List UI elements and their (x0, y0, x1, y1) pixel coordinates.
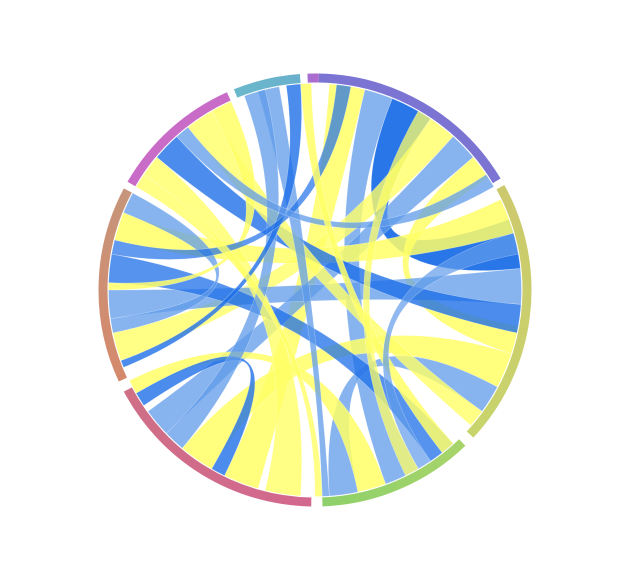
chord-ribbon (128, 351, 387, 493)
outer-arc-segment (318, 73, 501, 184)
chord-ribbons (108, 83, 522, 497)
outer-arc-segment (322, 439, 466, 507)
chord-ribbon (135, 174, 323, 497)
outer-arc-segment (127, 92, 231, 187)
chord-ribbon (382, 232, 519, 470)
outer-arc-segment (123, 387, 312, 507)
chord-ribbon (112, 118, 454, 362)
outer-arcs (98, 73, 532, 507)
outer-arc-segment (233, 74, 301, 98)
chord-ribbon (300, 83, 454, 454)
outer-arc-segment (466, 185, 532, 438)
outer-arc-segment (98, 188, 132, 382)
chord-ribbon (135, 356, 256, 477)
chord-ribbon (166, 89, 279, 449)
chord-ribbon (111, 84, 352, 260)
chord-ribbon (156, 136, 522, 334)
chord-ribbon (362, 110, 431, 477)
chord-ribbon (114, 199, 514, 264)
chord-ribbon (176, 126, 495, 229)
chord-ribbon (110, 192, 220, 334)
